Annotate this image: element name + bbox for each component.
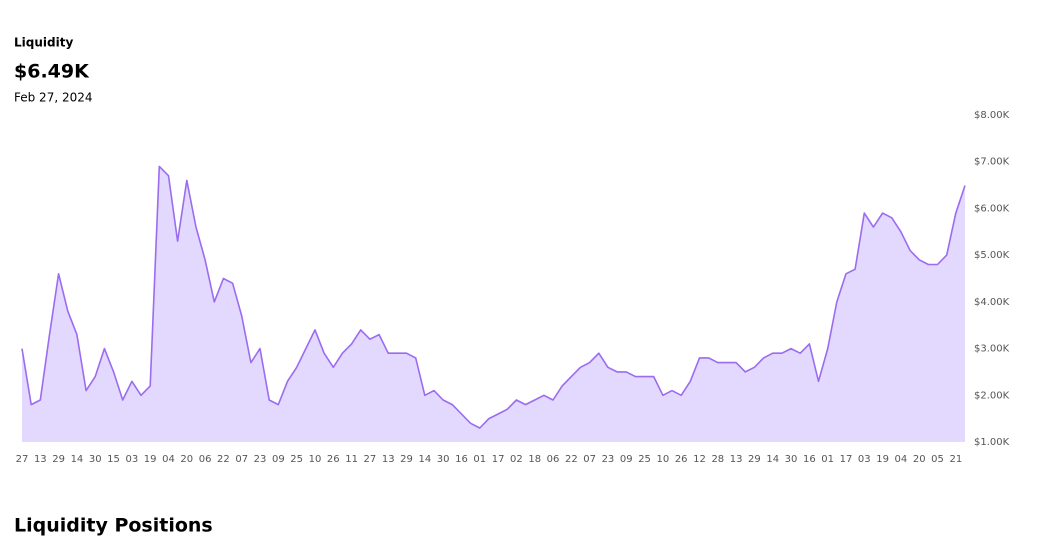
x-tick-label: 01 (821, 454, 834, 465)
x-tick-label: 01 (473, 454, 486, 465)
x-tick-label: 18 (528, 454, 541, 465)
x-tick-label: 25 (638, 454, 651, 465)
x-tick-label: 13 (730, 454, 743, 465)
y-tick-label: $8.00K (974, 110, 1010, 121)
x-tick-label: 09 (620, 454, 633, 465)
x-tick-label: 10 (309, 454, 322, 465)
x-tick-label: 03 (125, 454, 138, 465)
x-tick-label: 28 (711, 454, 724, 465)
x-tick-label: 06 (547, 454, 560, 465)
x-tick-label: 07 (583, 454, 596, 465)
x-tick-label: 16 (455, 454, 468, 465)
x-tick-label: 29 (400, 454, 413, 465)
x-tick-label: 20 (913, 454, 926, 465)
y-tick-label: $4.00K (974, 297, 1010, 308)
x-tick-label: 19 (144, 454, 157, 465)
area-line (21, 165, 966, 429)
x-tick-label: 29 (52, 454, 65, 465)
x-tick-label: 16 (803, 454, 816, 465)
x-tick-label: 17 (492, 454, 505, 465)
x-tick-label: 04 (162, 454, 175, 465)
y-tick-label: $6.00K (974, 203, 1010, 214)
x-tick-label: 17 (840, 454, 853, 465)
x-tick-label: 30 (89, 454, 102, 465)
x-tick-label: 02 (510, 454, 523, 465)
x-tick-label: 10 (657, 454, 670, 465)
x-tick-label: 26 (675, 454, 688, 465)
chart-title: Liquidity (14, 36, 73, 50)
x-tick-label: 22 (217, 454, 230, 465)
x-tick-label: 15 (107, 454, 120, 465)
x-tick-label: 23 (254, 454, 267, 465)
x-tick-label: 14 (766, 454, 779, 465)
x-tick-label: 19 (876, 454, 889, 465)
x-tick-label: 09 (272, 454, 285, 465)
current-date: Feb 27, 2024 (14, 91, 93, 105)
y-tick-label: $7.00K (974, 157, 1010, 168)
x-tick-label: 25 (290, 454, 303, 465)
x-tick-label: 03 (858, 454, 871, 465)
x-tick-label: 30 (437, 454, 450, 465)
x-tick-label: 04 (895, 454, 908, 465)
x-tick-label: 06 (199, 454, 212, 465)
y-tick-label: $3.00K (974, 344, 1010, 355)
section-title: Liquidity Positions (14, 515, 213, 537)
x-tick-label: 12 (693, 454, 706, 465)
x-tick-label: 13 (382, 454, 395, 465)
x-tick-label: 13 (34, 454, 47, 465)
x-tick-label: 30 (785, 454, 798, 465)
x-tick-label: 14 (418, 454, 431, 465)
x-tick-label: 20 (180, 454, 193, 465)
x-tick-label: 27 (364, 454, 377, 465)
x-tick-label: 27 (16, 454, 29, 465)
x-tick-label: 11 (345, 454, 358, 465)
current-value: $6.49K (14, 61, 90, 83)
x-tick-label: 29 (748, 454, 761, 465)
y-tick-label: $5.00K (974, 250, 1010, 261)
y-tick-label: $2.00K (974, 390, 1010, 401)
x-tick-label: 21 (949, 454, 962, 465)
x-tick-label: 22 (565, 454, 578, 465)
x-tick-label: 23 (602, 454, 615, 465)
x-tick-label: 05 (931, 454, 944, 465)
x-tick-label: 26 (327, 454, 340, 465)
x-tick-label: 07 (235, 454, 248, 465)
area-fill (22, 166, 965, 442)
x-tick-label: 14 (71, 454, 84, 465)
y-tick-label: $1.00K (974, 437, 1010, 448)
